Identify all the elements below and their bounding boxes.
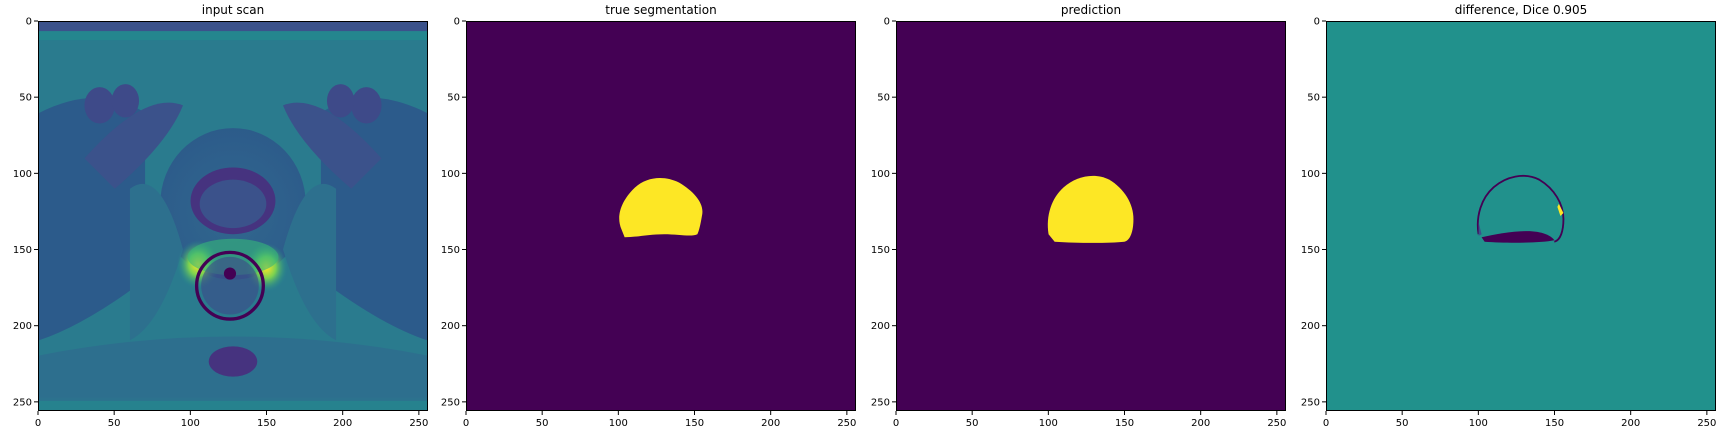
x-tick-label: 100 <box>181 418 200 429</box>
input-scan-image <box>38 21 428 411</box>
x-tick-label: 150 <box>257 418 276 429</box>
panel-title: true segmentation <box>605 3 717 17</box>
x-tick-label: 50 <box>1396 418 1409 429</box>
y-tick-label: 0 <box>454 17 460 28</box>
x-tick-label: 150 <box>1545 418 1564 429</box>
x-tick-label: 250 <box>1697 418 1716 429</box>
x-tick-label: 200 <box>1191 418 1210 429</box>
x-tick-label: 250 <box>837 418 856 429</box>
x-tick-label: 50 <box>536 418 549 429</box>
x-tick-label: 250 <box>409 418 428 429</box>
y-tick-label: 250 <box>441 397 460 408</box>
y-tick-label: 250 <box>1301 397 1320 408</box>
panel-title: prediction <box>1060 3 1122 17</box>
y-tick-label: 200 <box>441 321 460 332</box>
x-tick-label: 150 <box>685 418 704 429</box>
y-tick-label: 50 <box>877 93 890 104</box>
y-tick-label: 150 <box>441 245 460 256</box>
y-tick-label: 100 <box>441 169 460 180</box>
y-tick-label: 200 <box>13 321 32 332</box>
x-tick-label: 150 <box>1115 418 1134 429</box>
x-tick-label: 0 <box>1323 418 1329 429</box>
x-tick-label: 0 <box>463 418 469 429</box>
panel-difference: difference, Dice 0.905 0 50 100 150 200 250 0 5… <box>1288 0 1728 432</box>
y-tick-label: 0 <box>884 17 890 28</box>
x-tick-label: 0 <box>35 418 41 429</box>
y-tick-label: 150 <box>13 245 32 256</box>
y-tick-label: 50 <box>1307 93 1320 104</box>
x-tick-label: 50 <box>108 418 121 429</box>
x-tick-label: 100 <box>1469 418 1488 429</box>
y-tick-label: 150 <box>1301 245 1320 256</box>
y-tick-label: 0 <box>26 17 32 28</box>
x-tick-label: 250 <box>1267 418 1286 429</box>
panel-prediction: prediction 0 50 100 150 200 250 0 50 100 150 200 25… <box>858 0 1288 432</box>
x-tick-label: 100 <box>1039 418 1058 429</box>
y-tick-label: 200 <box>1301 321 1320 332</box>
true-segmentation-image <box>466 21 856 411</box>
x-tick-label: 200 <box>333 418 352 429</box>
y-tick-label: 150 <box>871 245 890 256</box>
y-tick-label: 250 <box>13 397 32 408</box>
x-tick-label: 50 <box>966 418 979 429</box>
panel-title: input scan <box>201 3 265 17</box>
panel-true-segmentation: true segmentation 0 50 100 150 200 250 0 50 100 1… <box>428 0 858 432</box>
y-tick-label: 0 <box>1314 17 1320 28</box>
prediction-image <box>896 21 1286 411</box>
x-tick-label: 0 <box>893 418 899 429</box>
x-tick-label: 200 <box>1621 418 1640 429</box>
x-tick-label: 100 <box>609 418 628 429</box>
x-tick-label: 200 <box>761 418 780 429</box>
y-tick-label: 100 <box>1301 169 1320 180</box>
difference-image <box>1326 21 1716 411</box>
y-tick-label: 200 <box>871 321 890 332</box>
y-tick-label: 100 <box>871 169 890 180</box>
panel-input-scan: input scan <box>0 0 430 432</box>
y-tick-label: 250 <box>871 397 890 408</box>
panel-title: difference, Dice 0.905 <box>1454 3 1588 17</box>
y-tick-label: 50 <box>19 93 32 104</box>
y-tick-label: 50 <box>447 93 460 104</box>
y-tick-label: 100 <box>13 169 32 180</box>
